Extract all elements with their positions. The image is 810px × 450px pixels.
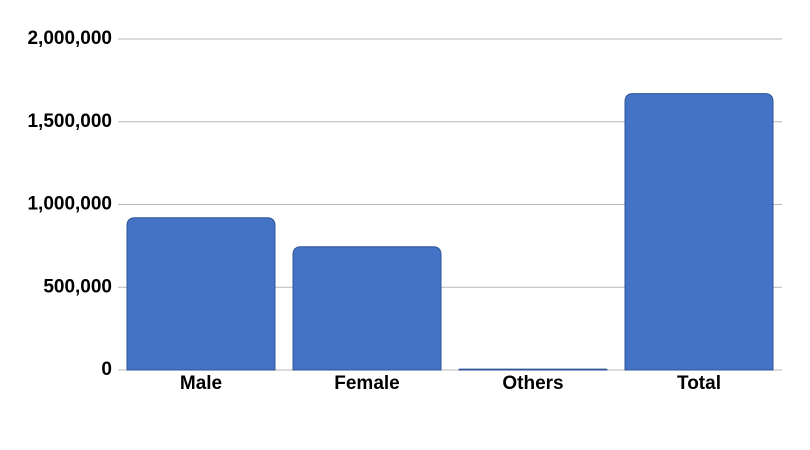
x-tick-label: Female — [334, 373, 399, 394]
y-tick-label: 2,000,000 — [27, 28, 112, 49]
x-tick-label: Total — [677, 373, 721, 394]
bar — [458, 368, 608, 371]
y-tick-label: 1,500,000 — [27, 111, 112, 132]
bar — [126, 217, 276, 371]
y-tick-label: 0 — [101, 359, 112, 380]
y-tick-label: 1,000,000 — [27, 194, 112, 215]
y-tick-label: 500,000 — [43, 276, 112, 297]
bar — [624, 93, 774, 371]
x-tick-label: Male — [180, 373, 222, 394]
bar — [292, 246, 442, 371]
x-tick-label: Others — [502, 373, 563, 394]
